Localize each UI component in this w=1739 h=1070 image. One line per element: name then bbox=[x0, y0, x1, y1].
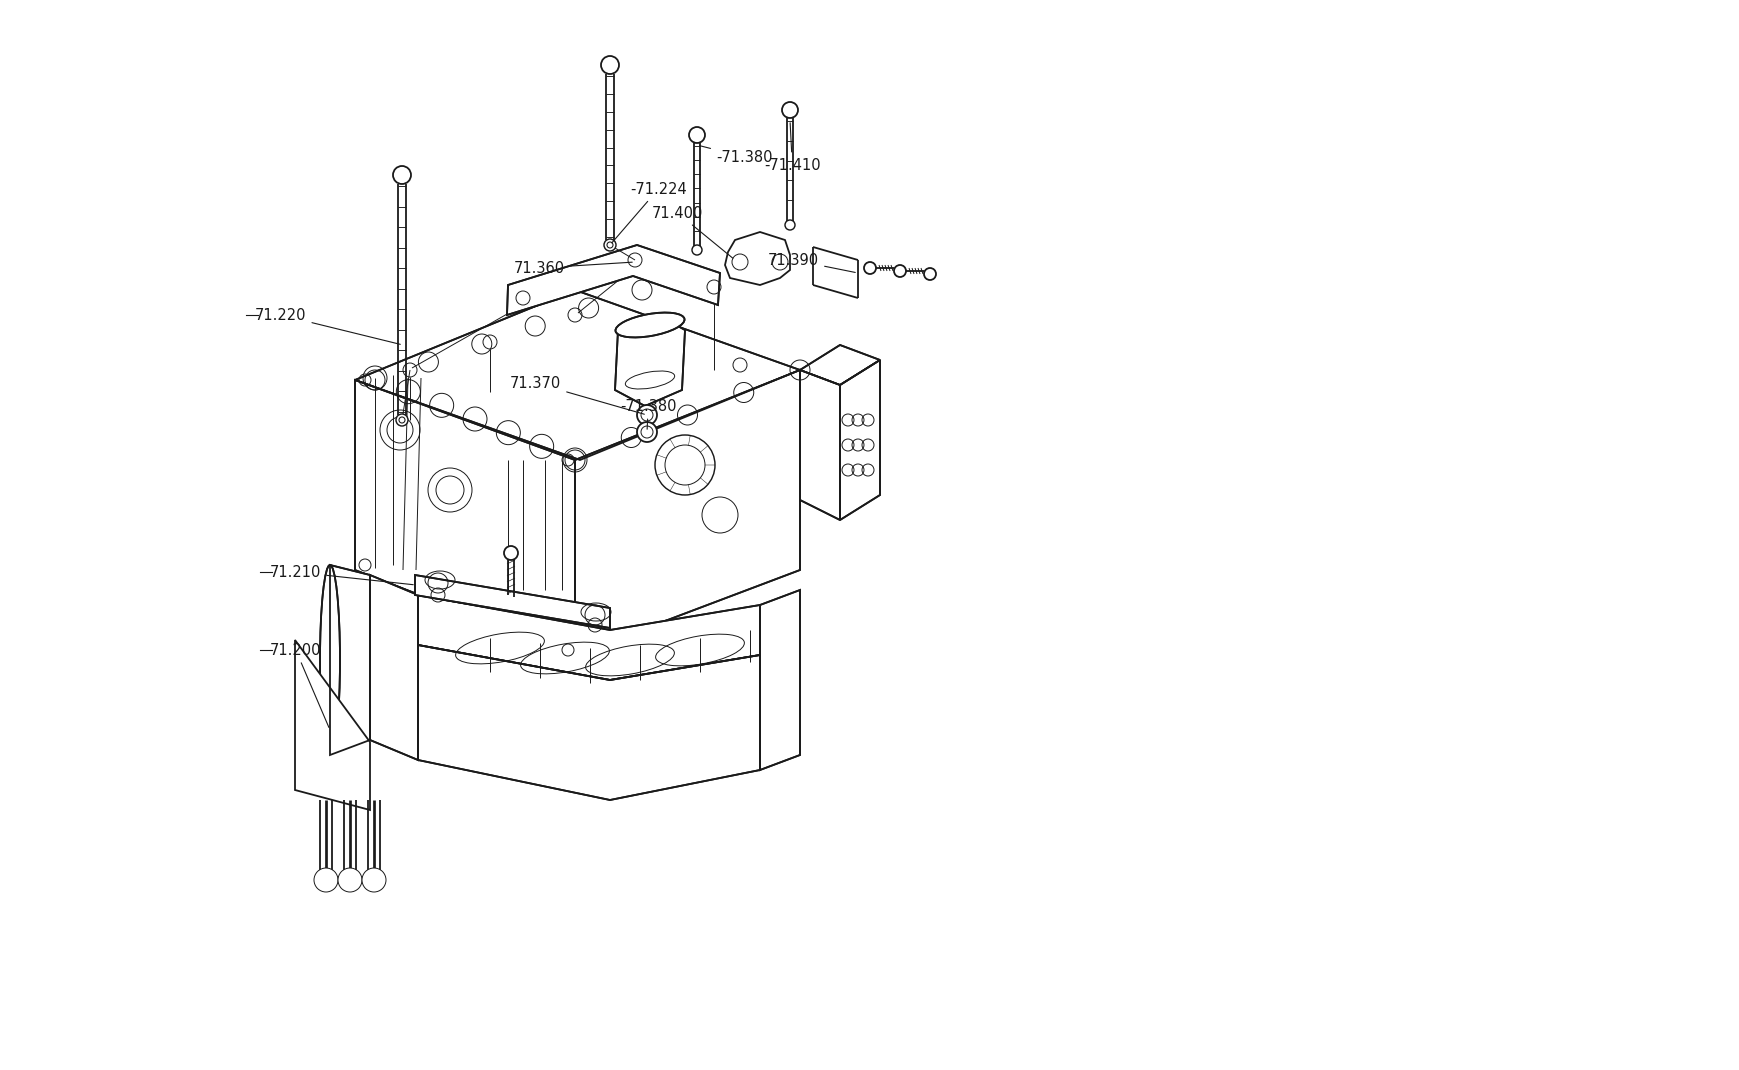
Polygon shape bbox=[417, 595, 760, 681]
Circle shape bbox=[894, 265, 906, 277]
Polygon shape bbox=[296, 640, 370, 810]
Polygon shape bbox=[800, 370, 840, 520]
Circle shape bbox=[864, 262, 875, 274]
Polygon shape bbox=[840, 360, 880, 520]
Circle shape bbox=[603, 239, 616, 251]
Polygon shape bbox=[614, 315, 685, 406]
Circle shape bbox=[504, 546, 518, 560]
Text: -71.224: -71.224 bbox=[612, 182, 687, 243]
Polygon shape bbox=[370, 575, 417, 760]
Text: 71.210: 71.210 bbox=[270, 565, 412, 584]
Text: 71.220: 71.220 bbox=[256, 307, 400, 345]
Text: 71.390: 71.390 bbox=[767, 253, 856, 273]
Polygon shape bbox=[800, 345, 880, 385]
Polygon shape bbox=[355, 290, 800, 460]
Circle shape bbox=[396, 414, 407, 426]
Circle shape bbox=[923, 268, 936, 280]
Circle shape bbox=[636, 422, 657, 442]
Polygon shape bbox=[506, 245, 720, 315]
Polygon shape bbox=[330, 565, 370, 755]
Ellipse shape bbox=[616, 312, 683, 337]
Polygon shape bbox=[355, 380, 574, 655]
Ellipse shape bbox=[320, 565, 339, 755]
Polygon shape bbox=[417, 645, 760, 800]
Text: -71.380: -71.380 bbox=[619, 398, 676, 429]
Text: 71.400: 71.400 bbox=[652, 205, 732, 258]
Text: 71.200: 71.200 bbox=[270, 642, 329, 728]
Circle shape bbox=[337, 868, 362, 892]
Circle shape bbox=[393, 166, 410, 184]
Circle shape bbox=[689, 127, 704, 143]
Circle shape bbox=[784, 220, 795, 230]
Circle shape bbox=[636, 406, 657, 425]
Circle shape bbox=[313, 868, 337, 892]
Polygon shape bbox=[574, 370, 800, 655]
Circle shape bbox=[692, 245, 701, 255]
Circle shape bbox=[600, 56, 619, 74]
Text: -71.380: -71.380 bbox=[699, 146, 772, 165]
Text: 71.360: 71.360 bbox=[513, 260, 631, 275]
Circle shape bbox=[362, 868, 386, 892]
Text: -71.410: -71.410 bbox=[763, 123, 821, 172]
Text: 71.370: 71.370 bbox=[510, 376, 643, 414]
Polygon shape bbox=[725, 232, 790, 285]
Circle shape bbox=[781, 102, 798, 118]
Polygon shape bbox=[760, 590, 800, 770]
Polygon shape bbox=[416, 575, 610, 628]
